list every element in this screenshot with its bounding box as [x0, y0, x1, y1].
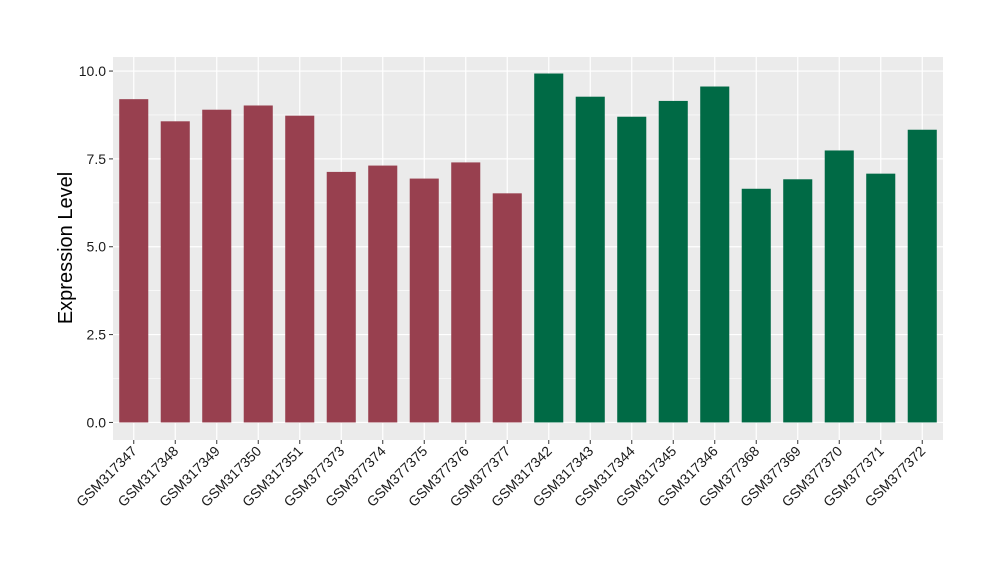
- y-axis-title: Expression Level: [55, 172, 77, 324]
- plot-panel: [113, 57, 943, 440]
- y-axis: 0.0 2.5 5.0 7.5 10.0: [79, 63, 113, 430]
- bar-GSM317349: [202, 109, 232, 423]
- bar-GSM377370: [824, 150, 854, 423]
- bar-GSM317344: [617, 116, 647, 423]
- bar-GSM317343: [575, 96, 605, 423]
- bar-GSM377368: [741, 188, 771, 423]
- bar-GSM317346: [700, 86, 730, 423]
- bar-GSM317342: [534, 73, 564, 423]
- bar-GSM317345: [658, 100, 688, 423]
- bar-GSM377374: [368, 165, 398, 423]
- bar-GSM317347: [119, 99, 149, 423]
- bar-GSM317350: [243, 105, 273, 423]
- bar-GSM377376: [451, 162, 481, 423]
- bar-GSM377371: [866, 173, 896, 423]
- bar-GSM377373: [326, 171, 356, 423]
- y-tick-label: 0.0: [87, 414, 107, 430]
- bar-layer: [119, 73, 937, 423]
- bar-GSM317348: [160, 121, 190, 423]
- x-axis: GSM317347GSM317348GSM317349GSM317350GSM3…: [73, 440, 929, 510]
- bar-GSM377372: [907, 129, 937, 423]
- y-tick-label: 7.5: [87, 151, 107, 167]
- y-tick-label: 10.0: [79, 63, 106, 79]
- y-tick-label: 2.5: [87, 327, 107, 343]
- bar-GSM377375: [409, 178, 439, 423]
- y-tick-label: 5.0: [87, 239, 107, 255]
- bar-GSM377369: [783, 179, 813, 423]
- bar-GSM317351: [285, 115, 315, 423]
- bar-GSM377377: [492, 193, 522, 423]
